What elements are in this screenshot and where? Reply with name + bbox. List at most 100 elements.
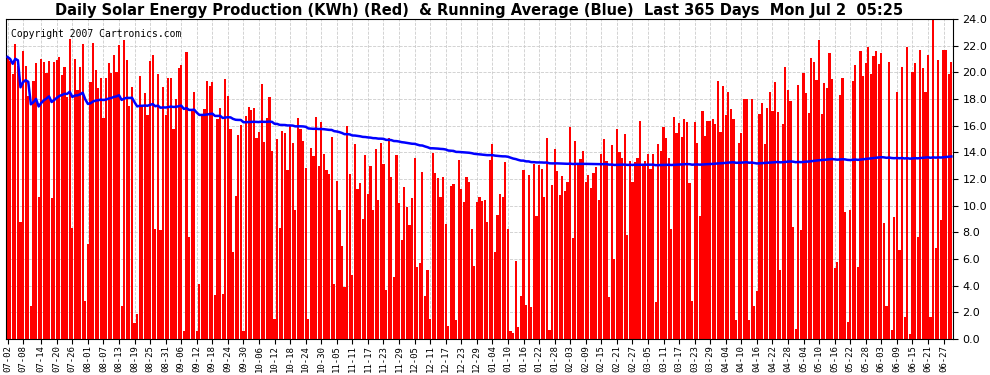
Bar <box>504 162 507 339</box>
Bar <box>486 222 488 339</box>
Bar <box>219 108 221 339</box>
Bar <box>496 215 499 339</box>
Bar <box>437 178 439 339</box>
Bar <box>367 194 369 339</box>
Bar <box>209 86 211 339</box>
Bar <box>414 158 416 339</box>
Bar <box>577 164 579 339</box>
Bar <box>517 327 520 339</box>
Bar <box>644 161 646 339</box>
Bar <box>38 197 40 339</box>
Bar <box>831 79 834 339</box>
Bar <box>164 115 166 339</box>
Bar <box>318 166 320 339</box>
Bar <box>432 153 434 339</box>
Bar <box>859 51 861 339</box>
Bar <box>411 198 413 339</box>
Bar <box>126 60 128 339</box>
Bar <box>665 138 667 339</box>
Bar <box>808 113 810 339</box>
Bar <box>885 306 888 339</box>
Bar <box>235 196 237 339</box>
Bar <box>843 212 846 339</box>
Bar <box>55 60 57 339</box>
Bar <box>745 99 747 339</box>
Bar <box>712 119 714 339</box>
Bar <box>766 108 768 339</box>
Bar <box>46 73 48 339</box>
Bar <box>271 151 273 339</box>
Bar <box>750 99 752 339</box>
Bar <box>243 331 245 339</box>
Bar <box>265 118 268 339</box>
Bar <box>694 122 696 339</box>
Bar <box>278 228 281 339</box>
Bar <box>222 294 224 339</box>
Bar <box>162 87 164 339</box>
Bar <box>654 302 656 339</box>
Bar <box>728 92 730 339</box>
Bar <box>590 188 592 339</box>
Bar <box>906 46 909 339</box>
Bar <box>901 67 903 339</box>
Bar <box>204 109 206 339</box>
Bar <box>842 78 843 339</box>
Bar <box>919 50 922 339</box>
Bar <box>281 130 283 339</box>
Bar <box>763 144 765 339</box>
Bar <box>333 284 336 339</box>
Bar <box>102 118 105 339</box>
Bar <box>922 69 924 339</box>
Bar <box>245 116 248 339</box>
Bar <box>390 177 392 339</box>
Bar <box>741 133 742 339</box>
Bar <box>556 171 558 339</box>
Bar <box>328 174 330 339</box>
Bar <box>12 74 14 339</box>
Bar <box>548 330 550 339</box>
Bar <box>826 88 828 339</box>
Bar <box>553 149 555 339</box>
Bar <box>100 78 102 339</box>
Bar <box>857 267 859 339</box>
Bar <box>87 243 89 339</box>
Bar <box>854 64 856 339</box>
Bar <box>351 275 353 339</box>
Bar <box>683 119 685 339</box>
Bar <box>470 229 473 339</box>
Bar <box>250 110 252 339</box>
Bar <box>550 185 553 339</box>
Bar <box>452 184 454 339</box>
Bar <box>670 229 672 339</box>
Bar <box>725 115 727 339</box>
Bar <box>68 39 71 339</box>
Bar <box>598 200 600 339</box>
Bar <box>782 123 784 339</box>
Bar <box>17 66 19 339</box>
Bar <box>33 81 35 339</box>
Bar <box>258 132 260 339</box>
Bar <box>499 194 501 339</box>
Bar <box>821 114 823 339</box>
Bar <box>183 331 185 339</box>
Bar <box>585 182 587 339</box>
Bar <box>862 76 864 339</box>
Bar <box>621 158 623 339</box>
Bar <box>353 144 356 339</box>
Bar <box>185 52 187 339</box>
Bar <box>696 144 698 339</box>
Bar <box>755 291 758 339</box>
Bar <box>198 284 201 339</box>
Bar <box>401 240 403 339</box>
Bar <box>147 116 148 339</box>
Bar <box>673 117 675 339</box>
Bar <box>523 170 525 339</box>
Bar <box>323 154 325 339</box>
Bar <box>268 97 270 339</box>
Bar <box>53 62 55 339</box>
Bar <box>561 176 563 339</box>
Bar <box>305 168 307 339</box>
Bar <box>748 320 750 339</box>
Bar <box>909 334 911 339</box>
Bar <box>372 210 374 339</box>
